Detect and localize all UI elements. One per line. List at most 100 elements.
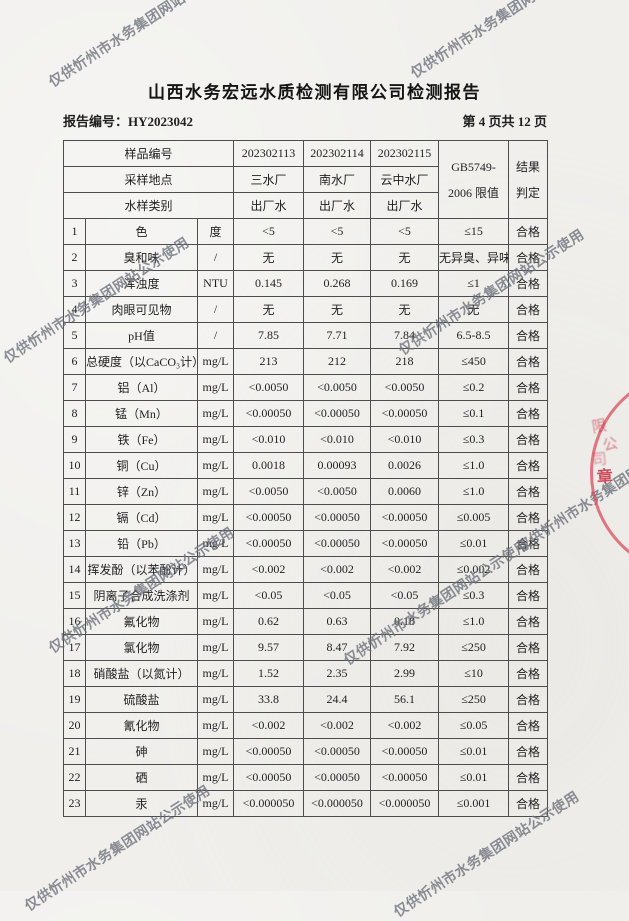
cell-value-sample2: <0.0050 (303, 374, 372, 401)
cell-value-sample3: <0.05 (370, 582, 440, 609)
cell-value-sample1: <0.000050 (233, 790, 305, 817)
cell-limit: ≤0.01 (438, 530, 510, 557)
header-row-sample-no: 样品编号 202302113 202302114 202302115 GB574… (62, 140, 549, 219)
cell-value-sample3: <0.000050 (370, 790, 440, 817)
cell-limit: ≤0.001 (438, 790, 510, 817)
header-row-location: 采样地点 三水厂 南水厂 云中水厂 (62, 166, 548, 193)
cell-row-number: 18 (63, 660, 86, 687)
cell-row-number: 12 (63, 504, 86, 531)
cell-value-sample3: 218 (370, 348, 440, 375)
cell-value-sample1: 0.62 (233, 608, 305, 635)
cell-value-sample1: 9.57 (233, 634, 305, 661)
cell-value-sample1: <0.00050 (233, 764, 305, 791)
cell-limit: 无 (438, 296, 510, 323)
cell-value-sample1: 无 (233, 244, 305, 271)
cell-row-number: 22 (63, 764, 86, 791)
cell-value-sample3: <0.010 (370, 426, 440, 453)
header-type-1: 出厂水 (233, 192, 305, 219)
table-row: 5 pH值/7.85 7.71 7.84 6.5-8.5 合格 (63, 322, 549, 349)
cell-result: 合格 (508, 374, 549, 401)
table-row: 12 镉（Cd） mg/L <0.00050 <0.00050 <0.00050 ≤0.00… (63, 504, 549, 531)
cell-item-name: 铅（Pb） (85, 530, 198, 557)
table-row: 17 氯化物 mg/L 9.57 8.47 7.92 ≤250 合格 (63, 634, 549, 661)
cell-value-sample3: 56.1 (370, 686, 440, 713)
cell-result: 合格 (508, 452, 549, 479)
cell-value-sample1: <0.002 (233, 556, 305, 583)
cell-item-name: 汞 (85, 790, 198, 817)
table-row: 23 汞 mg/L <0.000050 <0.000050 <0.000050 ≤0.001… (63, 790, 549, 817)
cell-value-sample1: 1.52 (233, 660, 305, 687)
header-limit-line1: GB5749- (451, 159, 496, 174)
seal-char: 司 (591, 451, 608, 469)
cell-unit: NTU (196, 270, 235, 297)
cell-unit: mg/L (196, 790, 235, 817)
cell-row-number: 19 (63, 686, 86, 713)
cell-value-sample1: <0.010 (233, 426, 305, 453)
cell-item-name: 色 (85, 218, 198, 245)
cell-value-sample2: 7.71 (303, 322, 372, 349)
header-type-3: 出厂水 (370, 192, 440, 219)
cell-value-sample2: <0.010 (303, 426, 372, 453)
header-type-label: 水样类别 (62, 192, 235, 219)
cell-value-sample3: <0.00050 (370, 530, 440, 557)
cell-value-sample3: 7.92 (370, 634, 440, 661)
cell-result: 合格 (508, 764, 549, 791)
cell-item-name: 砷 (85, 738, 198, 765)
cell-result: 合格 (508, 686, 549, 713)
table-row: 11 锌（Zn） mg/L <0.0050 <0.0050 0.0060 ≤1.0 合格 (63, 478, 549, 505)
header-sample-no-3: 202302115 (370, 140, 440, 167)
table-row: 9 铁（Fe） mg/L <0.010 <0.010 <0.010 ≤0.3 合格 (63, 426, 549, 453)
cell-unit: / (196, 322, 235, 349)
cell-unit: mg/L (196, 582, 235, 609)
cell-item-name: 肉眼可见物 (85, 296, 198, 323)
table-row: 22 硒 mg/L <0.00050 <0.00050 <0.00050 ≤0.01 合格 (63, 764, 549, 791)
cell-item-name: 硝酸盐（以氮计） (85, 660, 198, 687)
cell-value-sample3: <0.00050 (370, 504, 440, 531)
cell-value-sample1: <0.00050 (233, 738, 305, 765)
cell-item-name: 浑浊度 (85, 270, 198, 297)
cell-limit: ≤0.01 (438, 764, 510, 791)
cell-value-sample3: 2.99 (370, 660, 440, 687)
cell-unit: mg/L (196, 686, 235, 713)
cell-unit: mg/L (196, 504, 235, 531)
cell-value-sample3: 0.0060 (370, 478, 440, 505)
cell-value-sample2: 212 (303, 348, 372, 375)
cell-value-sample2: <0.002 (303, 712, 372, 739)
cell-limit: ≤15 (438, 218, 510, 245)
cell-result: 合格 (508, 426, 549, 453)
seal-ring (590, 370, 629, 576)
header-location-2: 南水厂 (303, 166, 372, 193)
cell-value-sample1: 7.85 (233, 322, 305, 349)
cell-result: 合格 (508, 582, 549, 609)
cell-limit: ≤10 (438, 660, 510, 687)
cell-row-number: 5 (63, 322, 86, 349)
cell-unit: mg/L (196, 530, 235, 557)
cell-result: 合格 (508, 270, 549, 297)
cell-value-sample2: <0.0050 (303, 478, 372, 505)
cell-value-sample1: 0.0018 (233, 452, 305, 479)
cell-limit: ≤1 (438, 270, 510, 297)
cell-limit: ≤0.1 (438, 400, 510, 427)
cell-result: 合格 (508, 218, 549, 245)
results-table: 样品编号 202302113 202302114 202302115 GB574… (62, 140, 549, 817)
cell-unit: mg/L (196, 400, 235, 427)
cell-value-sample1: 无 (233, 296, 305, 323)
cell-item-name: 臭和味 (85, 244, 198, 271)
cell-unit: mg/L (196, 478, 235, 505)
page-indicator: 第 4 页共 12 页 (462, 114, 547, 129)
cell-value-sample2: <0.00050 (303, 530, 372, 557)
cell-row-number: 10 (63, 452, 86, 479)
cell-value-sample2: 无 (303, 244, 372, 271)
table-row: 4 肉眼可见物 / 无无无无合格 (63, 296, 549, 323)
table-row: 7 铝（Al） mg/L <0.0050 <0.0050 <0.0050 ≤0.2 合格 (63, 374, 549, 401)
table-row: 14 挥发酚（以苯酚计） mg/L <0.002 <0.002 <0.002 ≤0.002 合… (63, 556, 549, 583)
watermark-text: 仅供忻州市水务集团网站公示使用 (407, 0, 599, 81)
cell-limit: ≤1.0 (438, 608, 510, 635)
cell-value-sample2: 24.4 (303, 686, 372, 713)
cell-row-number: 8 (63, 400, 86, 427)
cell-value-sample3: <5 (370, 218, 440, 245)
table-row: 16 氟化物 mg/L 0.62 0.63 0.18 ≤1.0 合格 (63, 608, 549, 635)
cell-item-name: 氰化物 (85, 712, 198, 739)
cell-value-sample2: 0.00093 (303, 452, 372, 479)
